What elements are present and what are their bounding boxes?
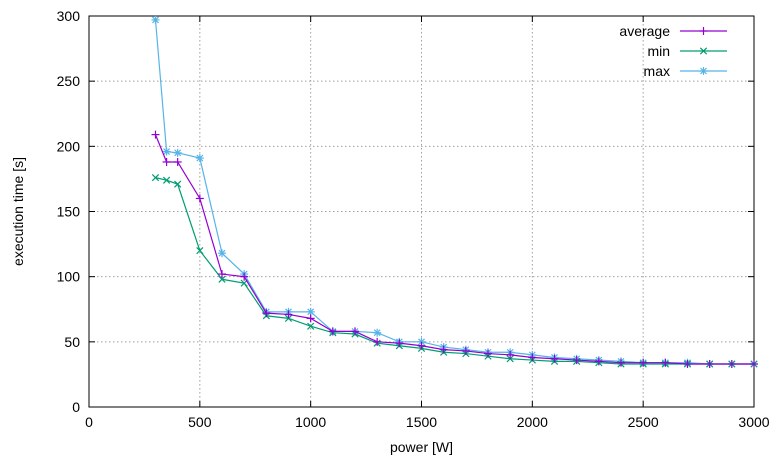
series-average: [151, 130, 758, 368]
x-tick-label: 500: [188, 414, 212, 430]
legend-label-average: average: [619, 23, 670, 39]
y-tick-label: 0: [72, 399, 80, 415]
data-point-average: [617, 358, 625, 367]
data-point-min: [307, 322, 315, 330]
data-point-average: [218, 270, 226, 279]
data-point-max: [151, 15, 160, 24]
legend-marker-max: [699, 67, 708, 75]
data-point-average: [240, 272, 249, 281]
data-point-average: [727, 359, 736, 368]
y-axis-label: execution time [s]: [10, 157, 26, 266]
data-point-min: [174, 180, 182, 188]
data-point-average: [417, 341, 426, 350]
data-point-average: [550, 354, 559, 363]
x-tick-label: 3000: [738, 414, 769, 430]
data-point-average: [306, 314, 315, 323]
data-point-average: [351, 327, 359, 336]
data-point-average: [173, 157, 182, 166]
data-point-average: [284, 310, 293, 319]
data-point-min: [196, 246, 204, 255]
series-area: [151, 15, 758, 368]
data-point-max: [173, 148, 182, 157]
data-point-average: [395, 339, 404, 348]
data-point-average: [151, 130, 160, 139]
data-point-average: [373, 337, 382, 346]
x-tick-label: 2500: [628, 414, 659, 430]
data-point-average: [683, 359, 692, 368]
x-tick-label: 0: [85, 414, 93, 430]
data-point-max: [373, 328, 382, 337]
data-point-min: [162, 176, 171, 184]
y-tick-label: 200: [57, 138, 81, 154]
y-tick-label: 50: [64, 334, 80, 350]
data-point-average: [162, 157, 171, 166]
legend-label-min: min: [647, 43, 670, 59]
data-point-average: [528, 353, 537, 362]
data-point-min: [151, 173, 160, 182]
data-point-max: [218, 249, 226, 258]
data-point-average: [461, 346, 470, 355]
y-tick-label: 100: [57, 269, 81, 285]
data-point-average: [195, 194, 204, 203]
y-tick-label: 300: [57, 8, 81, 24]
legend: average min max: [619, 23, 727, 79]
series-line-average: [154, 134, 754, 365]
data-point-average: [594, 357, 603, 366]
data-point-max: [162, 147, 171, 156]
data-point-average: [705, 359, 714, 368]
data-point-average: [484, 349, 492, 358]
legend-label-max: max: [644, 63, 670, 79]
data-point-average: [639, 358, 648, 367]
data-point-min: [218, 275, 226, 283]
x-tick-label: 1500: [406, 414, 437, 430]
data-point-average: [328, 327, 337, 336]
data-point-max: [195, 154, 204, 163]
series-min: [151, 173, 758, 368]
data-point-average: [572, 356, 581, 365]
data-point-average: [262, 309, 271, 318]
data-point-average: [661, 358, 670, 367]
x-axis-label: power [W]: [390, 439, 453, 455]
y-tick-label: 250: [57, 73, 81, 89]
data-point-average: [750, 359, 758, 368]
axes: 0 500 1000 1500 2000 2500 3000 0 50 100 150 200 250 3…: [57, 8, 770, 430]
y-tick-label: 150: [57, 204, 81, 220]
data-point-average: [439, 345, 448, 354]
x-tick-label: 1000: [295, 414, 326, 430]
series-line-min: [155, 177, 754, 365]
legend-marker-min: [699, 47, 708, 55]
legend-marker-average: [699, 27, 708, 35]
data-point-average: [506, 350, 515, 359]
x-tick-label: 2000: [517, 414, 548, 430]
